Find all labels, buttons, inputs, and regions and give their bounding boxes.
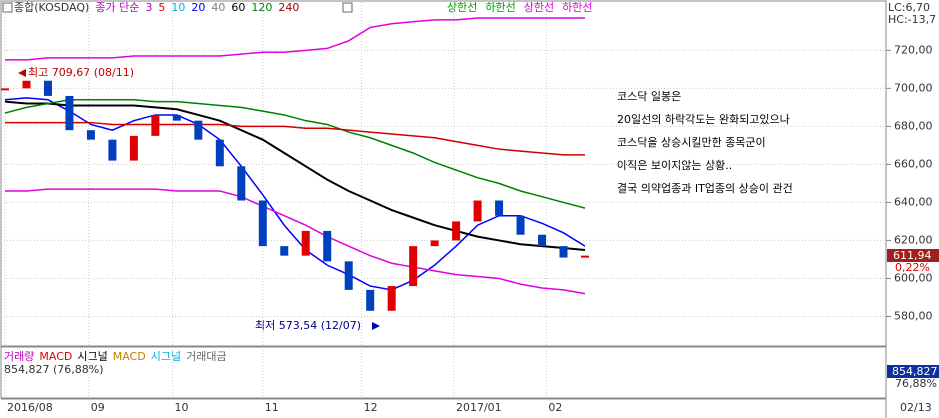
lower-legend-item: MACD xyxy=(113,350,146,363)
candle xyxy=(344,261,353,290)
header-title: 종합(KOSDAQ) 종가 단순 3 5 10 20 40 60 120 240 xyxy=(14,1,299,14)
ma-legend: 10 xyxy=(171,1,185,14)
ma-line xyxy=(5,17,585,61)
ma-legend: 5 xyxy=(158,1,165,14)
header-name: 종합(KOSDAQ) xyxy=(14,1,89,14)
arrow xyxy=(372,322,380,330)
volume-value: 854,827 xyxy=(892,365,938,378)
candle xyxy=(473,200,482,222)
date: 02/13 xyxy=(900,401,932,414)
y-tick-label: 600,00 xyxy=(894,271,933,284)
band-legend-item: 하한선 xyxy=(562,0,592,14)
band-legend-item: 상한선 xyxy=(524,1,554,14)
band-legend: 상한선 하한선 상한선 하한선 xyxy=(447,0,593,14)
candle xyxy=(215,139,224,167)
x-tick-label: 12 xyxy=(364,401,378,414)
candle xyxy=(430,240,439,247)
lc-label: LC:6,70 xyxy=(888,1,930,14)
candle xyxy=(1,88,9,91)
ma-line xyxy=(5,121,585,156)
change: 0,22% xyxy=(895,261,930,274)
band-legend-item: 상한선 xyxy=(447,1,477,14)
volume-box xyxy=(887,365,939,378)
candle xyxy=(151,114,160,136)
candle xyxy=(237,166,246,201)
lower-legend-item: 거래대금 xyxy=(186,350,226,363)
candle xyxy=(516,215,525,235)
y-tick-label: 580,00 xyxy=(894,309,933,322)
arrow xyxy=(18,69,26,77)
y-tick-label: 680,00 xyxy=(894,119,933,132)
icon xyxy=(342,2,353,13)
candle xyxy=(280,246,289,256)
x-tick-label: 11 xyxy=(265,401,279,414)
x-tick-label: 02 xyxy=(548,401,562,414)
note: 아직은 보이지않는 상황.. xyxy=(617,159,732,172)
candle xyxy=(22,80,31,89)
x-tick-label: 10 xyxy=(175,401,189,414)
y-tick-label: 660,00 xyxy=(894,157,933,170)
candle xyxy=(86,130,95,140)
y-tick-label: 700,00 xyxy=(894,81,933,94)
lower-legend-item: 시그널 xyxy=(151,350,181,363)
ma-legend: 120 xyxy=(251,1,272,14)
candle xyxy=(108,139,117,161)
note: 코스닥을 상승시킬만한 종목군이 xyxy=(617,136,766,149)
hc-label: HC:-13,7 xyxy=(888,13,936,26)
header-ma: 종가 단순 xyxy=(95,1,139,14)
note: 20일선의 하락각도는 완화되고있으나 xyxy=(617,112,790,126)
candle xyxy=(323,230,332,262)
candle xyxy=(258,200,267,247)
candle xyxy=(452,221,461,241)
candle xyxy=(301,230,310,256)
band-legend-item: 하한선 xyxy=(485,0,515,14)
ma-legend: 60 xyxy=(231,1,245,14)
candle xyxy=(495,200,504,216)
icon xyxy=(2,2,13,13)
candle xyxy=(538,234,547,247)
note: 결국 의약업종과 IT업종의 상승이 관건 xyxy=(617,181,793,195)
lower-legend-item: MACD xyxy=(39,350,72,363)
candle xyxy=(409,246,418,287)
ma-legend: 240 xyxy=(278,1,299,14)
y-tick-label: 620,00 xyxy=(894,233,933,246)
last-price-box xyxy=(887,249,939,262)
x-tick-label: 2016/08 xyxy=(7,401,53,414)
candle xyxy=(559,246,568,258)
lower-value: 854,827 (76,88%) xyxy=(4,363,104,376)
high-annotation: 최고 709,67 (08/11) xyxy=(28,66,134,79)
candle xyxy=(172,114,181,121)
y-tick-label: 720,00 xyxy=(894,43,933,56)
x-tick-label: 09 xyxy=(91,401,105,414)
ma-line xyxy=(4,97,586,291)
low-annotation: 최저 573,54 (12/07) xyxy=(255,319,361,332)
ma-line xyxy=(4,100,586,251)
lower-legend: 거래량 MACD 시그널 MACD 시그널 거래대금 xyxy=(4,350,227,363)
candle xyxy=(194,120,203,140)
x-tick-label: 2017/01 xyxy=(456,401,502,414)
candle xyxy=(387,286,396,311)
candle xyxy=(366,289,375,311)
ma-legend: 20 xyxy=(191,1,205,14)
candle xyxy=(65,95,74,131)
lower-legend-item: 시그널 xyxy=(77,350,107,363)
ma-legend: 3 xyxy=(145,1,152,14)
candle xyxy=(129,135,138,161)
ma-line xyxy=(5,188,586,295)
last-price: 611,94 xyxy=(893,249,932,262)
ma-line xyxy=(4,99,586,209)
lower-legend-item: 거래량 xyxy=(4,350,34,363)
note: 코스닥 일봉은 xyxy=(617,89,681,103)
y-tick-label: 640,00 xyxy=(894,195,933,208)
candle xyxy=(43,80,52,96)
ma-legend: 40 xyxy=(211,1,225,14)
candle xyxy=(581,255,589,258)
volume-pct: 76,88% xyxy=(895,377,937,390)
